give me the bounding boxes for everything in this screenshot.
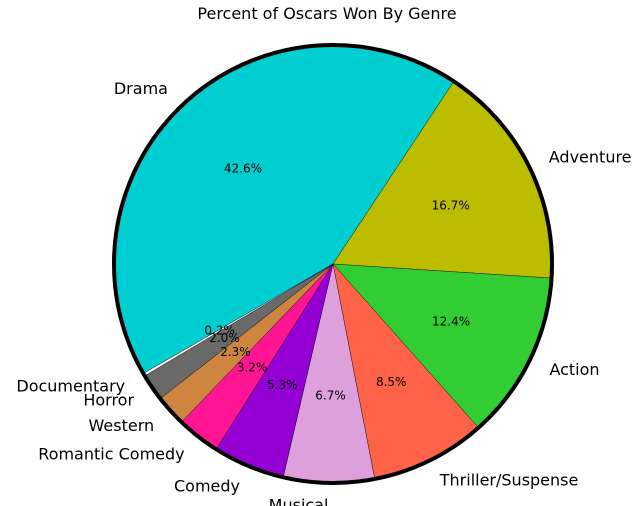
category-label-musical: Musical xyxy=(269,495,329,506)
category-label-horror: Horror xyxy=(83,390,134,409)
pct-label-action: 12.4% xyxy=(432,315,470,329)
pct-label-documentary: 0.2% xyxy=(204,323,235,337)
pct-label-drama: 42.6% xyxy=(224,161,262,175)
pct-label-horror: 2.0% xyxy=(209,331,240,345)
pct-label-romantic-comedy: 3.2% xyxy=(237,361,268,375)
pct-label-comedy: 5.3% xyxy=(267,378,298,392)
percentage-labels: 42.6% 16.7% 12.4% 8.5% 6.7% 5.3% 3.2% 2.3%2.0%0… xyxy=(204,161,470,402)
category-label-adventure: Adventure xyxy=(549,147,632,166)
category-label-thriller-suspense: Thriller/Suspense xyxy=(439,470,579,489)
pct-label-adventure: 16.7% xyxy=(432,199,470,213)
category-label-documentary: Documentary xyxy=(16,376,125,395)
category-label-western: Western xyxy=(89,416,155,435)
category-label-comedy: Comedy xyxy=(174,477,240,496)
pct-label-musical: 6.7% xyxy=(315,388,346,402)
pie-outline xyxy=(112,43,554,485)
category-labels: Drama Adventure Action Thriller/Suspense Mus… xyxy=(16,79,631,506)
chart-title: Percent of Oscars Won By Genre xyxy=(197,4,456,23)
pie-slices xyxy=(113,44,553,484)
pct-label-thriller-suspense: 8.5% xyxy=(376,375,407,389)
category-label-drama: Drama xyxy=(114,79,168,98)
category-label-romantic-comedy: Romantic Comedy xyxy=(38,444,184,463)
pct-label-western: 2.3% xyxy=(220,345,251,359)
category-label-action: Action xyxy=(549,360,599,379)
